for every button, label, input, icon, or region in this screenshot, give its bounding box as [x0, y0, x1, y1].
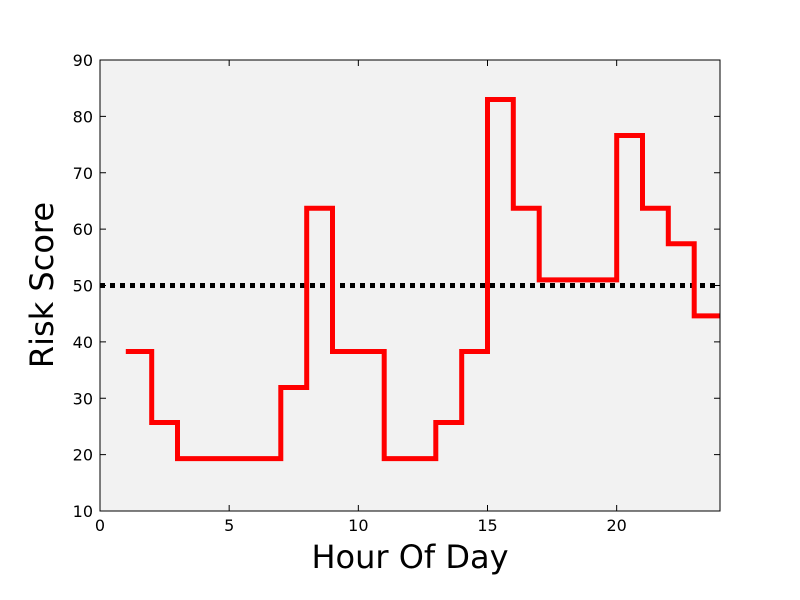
risk-score-step-line: [125, 97, 720, 462]
axis-ticks: [99, 59, 720, 512]
y-tick-label: 30: [73, 389, 93, 408]
y-tick-label: 80: [73, 107, 93, 126]
y-tick-label: 20: [73, 446, 93, 465]
y-tick-label: 90: [73, 51, 93, 70]
x-tick-labels: 0 5 10 15 20: [95, 516, 627, 535]
y-axis-title: Risk Score: [23, 202, 61, 368]
y-tick-label: 40: [73, 333, 93, 352]
y-tick-labels: 10 20 30 40 50 60 70 80 90: [73, 51, 93, 521]
x-tick-label: 5: [224, 516, 234, 535]
y-tick-label: 10: [73, 502, 93, 521]
x-tick-label: 10: [348, 516, 368, 535]
y-tick-label: 70: [73, 164, 93, 183]
x-tick-label: 0: [95, 516, 105, 535]
x-tick-label: 20: [606, 516, 626, 535]
x-axis-title: Hour Of Day: [311, 538, 508, 576]
y-tick-label: 50: [73, 277, 93, 296]
y-tick-label: 60: [73, 220, 93, 239]
x-tick-label: 15: [477, 516, 497, 535]
